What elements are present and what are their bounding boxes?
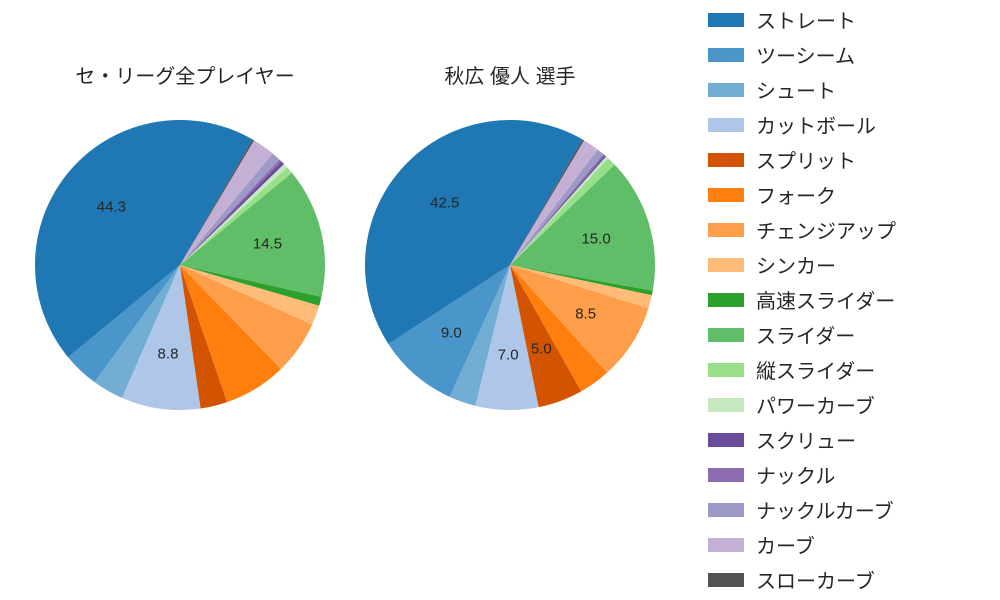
legend-label: フォーク: [756, 180, 836, 209]
pie-slice-label: 9.0: [441, 325, 462, 342]
legend-item: ストレート: [708, 2, 988, 37]
legend-label: ナックルカーブ: [756, 495, 894, 524]
legend-swatch: [708, 83, 744, 97]
legend: ストレートツーシームシュートカットボールスプリットフォークチェンジアップシンカー…: [708, 2, 988, 597]
legend-item: シュート: [708, 72, 988, 107]
legend-swatch: [708, 573, 744, 587]
chart-stage: セ・リーグ全プレイヤー 秋広 優人 選手 ストレートツーシームシュートカットボー…: [0, 0, 1000, 600]
legend-swatch: [708, 433, 744, 447]
legend-swatch: [708, 328, 744, 342]
legend-label: スクリュー: [756, 425, 856, 454]
legend-label: シュート: [756, 75, 836, 104]
legend-item: ツーシーム: [708, 37, 988, 72]
legend-item: カットボール: [708, 107, 988, 142]
legend-swatch: [708, 188, 744, 202]
legend-swatch: [708, 223, 744, 237]
legend-item: 縦スライダー: [708, 352, 988, 387]
legend-label: スライダー: [756, 320, 855, 349]
legend-swatch: [708, 118, 744, 132]
legend-item: ナックル: [708, 457, 988, 492]
legend-item: シンカー: [708, 247, 988, 282]
legend-swatch: [708, 468, 744, 482]
legend-label: パワーカーブ: [756, 390, 875, 419]
legend-item: 高速スライダー: [708, 282, 988, 317]
legend-item: ナックルカーブ: [708, 492, 988, 527]
legend-label: ストレート: [756, 5, 856, 34]
legend-swatch: [708, 503, 744, 517]
pie-slice-label: 44.3: [97, 198, 126, 215]
legend-label: チェンジアップ: [756, 215, 896, 244]
pie-slice-label: 5.0: [531, 341, 552, 358]
legend-item: スローカーブ: [708, 562, 988, 597]
legend-label: 高速スライダー: [756, 285, 895, 314]
pie-slice-label: 42.5: [430, 195, 459, 212]
legend-label: カットボール: [756, 110, 876, 139]
legend-swatch: [708, 538, 744, 552]
legend-label: ナックル: [756, 460, 835, 489]
pie-slice-label: 14.5: [253, 236, 282, 253]
legend-swatch: [708, 153, 744, 167]
legend-item: スライダー: [708, 317, 988, 352]
legend-item: スクリュー: [708, 422, 988, 457]
legend-swatch: [708, 48, 744, 62]
legend-label: スプリット: [756, 145, 856, 174]
legend-item: パワーカーブ: [708, 387, 988, 422]
legend-label: スローカーブ: [756, 565, 875, 594]
legend-swatch: [708, 293, 744, 307]
legend-swatch: [708, 363, 744, 377]
pie-slice-label: 7.0: [498, 346, 519, 363]
legend-label: シンカー: [756, 250, 836, 279]
legend-label: ツーシーム: [756, 40, 855, 69]
pie-slice-label: 8.5: [575, 305, 596, 322]
legend-swatch: [708, 398, 744, 412]
pie-slice-label: 8.8: [158, 346, 179, 363]
legend-item: フォーク: [708, 177, 988, 212]
legend-item: チェンジアップ: [708, 212, 988, 247]
legend-item: スプリット: [708, 142, 988, 177]
legend-label: カーブ: [756, 530, 815, 559]
legend-item: カーブ: [708, 527, 988, 562]
pie-slice-label: 15.0: [581, 231, 610, 248]
legend-label: 縦スライダー: [756, 355, 875, 384]
legend-swatch: [708, 258, 744, 272]
legend-swatch: [708, 13, 744, 27]
